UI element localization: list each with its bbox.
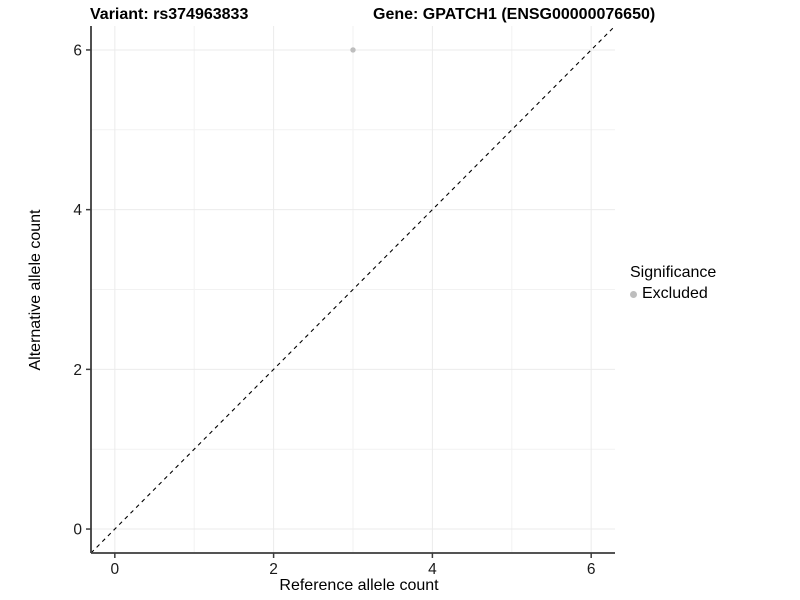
plot-title-gene: Gene: GPATCH1 (ENSG00000076650) bbox=[373, 6, 656, 23]
legend-title: Significance bbox=[630, 264, 717, 281]
legend-entry-label: Excluded bbox=[642, 285, 708, 302]
data-point bbox=[350, 47, 356, 53]
x-axis-title: Reference allele count bbox=[279, 577, 439, 594]
y-tick-label: 2 bbox=[73, 362, 82, 379]
x-tick-label: 4 bbox=[428, 561, 437, 578]
plot-title-variant: Variant: rs374963833 bbox=[90, 6, 249, 23]
x-tick-label: 2 bbox=[269, 561, 278, 578]
legend-point-icon bbox=[630, 290, 637, 298]
x-tick-label: 6 bbox=[587, 561, 596, 578]
y-tick-label: 4 bbox=[73, 202, 82, 219]
x-tick-label: 0 bbox=[111, 561, 120, 578]
identity-reference-line bbox=[90, 25, 616, 554]
y-tick-label: 0 bbox=[73, 522, 82, 539]
y-axis-title: Alternative allele count bbox=[27, 209, 44, 371]
y-tick-label: 6 bbox=[73, 42, 82, 59]
legend-entry-excluded: Excluded bbox=[630, 285, 716, 303]
legend: Significance Excluded bbox=[630, 264, 716, 303]
